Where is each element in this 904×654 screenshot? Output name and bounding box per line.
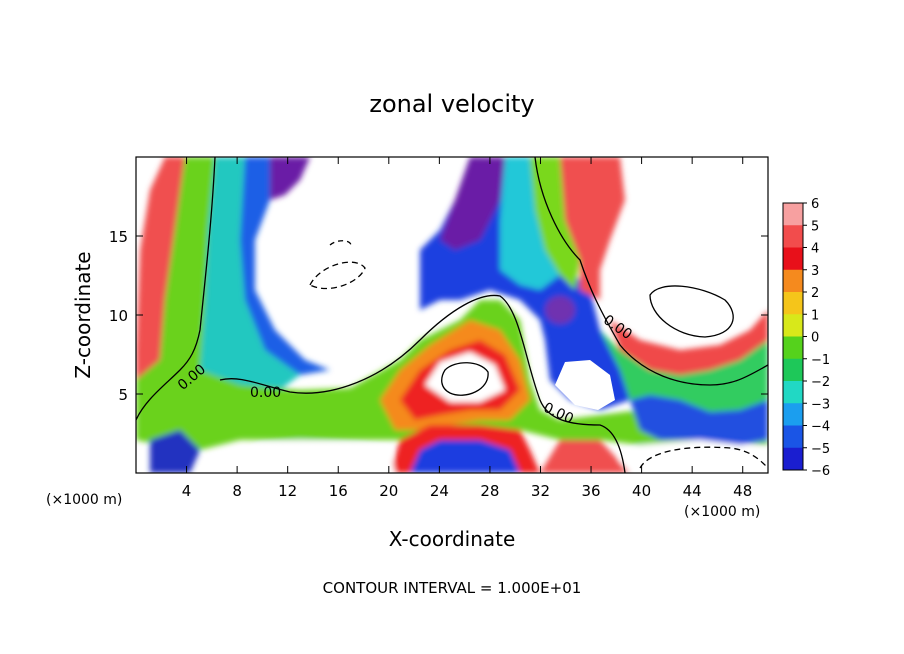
field-band-purple-left-bottom bbox=[150, 430, 200, 473]
x-tick-label: 4 bbox=[182, 482, 192, 500]
colorbar-label: 6 bbox=[811, 197, 819, 212]
field-band-blue-left bbox=[240, 157, 330, 375]
colorbar-swatch bbox=[783, 336, 803, 360]
contour-dashed-b bbox=[329, 240, 352, 249]
x-tick-label: 24 bbox=[430, 482, 449, 500]
x-unit-note: (×1000 m) bbox=[46, 492, 122, 508]
x-axis: 4 8 12 16 20 24 28 32 36 40 44 48 bbox=[182, 157, 752, 500]
x-tick-label: 44 bbox=[683, 482, 702, 500]
colorbar-label: 2 bbox=[811, 286, 819, 301]
colorbar-label: 1 bbox=[811, 308, 819, 323]
field-band-cyan-center bbox=[500, 157, 560, 290]
colorbar-swatch bbox=[783, 447, 803, 471]
colorbar-swatch bbox=[783, 203, 803, 226]
x-tick-label: 48 bbox=[733, 482, 752, 500]
colorbar-label: 3 bbox=[811, 264, 819, 279]
colorbar-swatch bbox=[783, 425, 803, 449]
colorbar-label: 0 bbox=[811, 331, 819, 346]
colorbar-label: −4 bbox=[811, 420, 830, 435]
x-axis-label: X-coordinate bbox=[389, 527, 516, 551]
x-tick-label: 20 bbox=[379, 482, 398, 500]
contour-zero-left bbox=[136, 157, 216, 421]
colorbar-swatch bbox=[783, 247, 803, 271]
field-band-red-right bbox=[560, 157, 625, 300]
contour-dashed-bottom bbox=[639, 446, 768, 469]
contour-dashed-a bbox=[309, 261, 366, 290]
contour-closed-right bbox=[649, 285, 734, 338]
field-band-red-right-low bbox=[610, 310, 768, 375]
colorbar-swatch bbox=[783, 292, 803, 315]
field-band-green-right bbox=[600, 330, 768, 412]
colorbar: 6 5 4 3 2 1 0 −1 −2 −3 −4 −5 −6 bbox=[782, 197, 830, 479]
y-tick-label: 15 bbox=[109, 228, 128, 246]
field-band-red-left bbox=[136, 157, 185, 430]
colorbar-label: 5 bbox=[811, 219, 819, 234]
x-unit-note-right: (×1000 m) bbox=[684, 504, 760, 520]
contour-interval-note: CONTOUR INTERVAL = 1.000E+01 bbox=[323, 579, 582, 597]
contour-zero-low bbox=[219, 294, 626, 473]
x-tick-label: 28 bbox=[480, 482, 499, 500]
field-band-cyan-left bbox=[200, 157, 300, 390]
colorbar-label: −5 bbox=[811, 442, 830, 457]
contour-label: 0.00 bbox=[250, 385, 281, 401]
colorbar-swatch bbox=[783, 358, 803, 382]
field-blank-right-low bbox=[555, 360, 615, 410]
field-blank-bottom-left bbox=[240, 440, 395, 473]
contour-zero-right bbox=[534, 157, 768, 386]
colorbar-swatch bbox=[783, 269, 803, 293]
field-arc-red-bottom bbox=[390, 425, 540, 473]
x-tick-label: 36 bbox=[581, 482, 600, 500]
chart-title: zonal velocity bbox=[369, 90, 534, 118]
x-tick-label: 32 bbox=[531, 482, 550, 500]
y-tick-label: 5 bbox=[118, 386, 128, 404]
field-band-purple-top bbox=[270, 157, 310, 200]
colorbar-label: −6 bbox=[811, 464, 830, 479]
y-tick-label: 10 bbox=[109, 307, 128, 325]
field-band-purple-center bbox=[440, 157, 505, 250]
colorbar-label: −2 bbox=[811, 375, 830, 390]
y-axis: 5 10 15 bbox=[109, 228, 768, 404]
colorbar-swatch bbox=[783, 403, 803, 426]
field-blob-purple bbox=[545, 296, 575, 324]
colorbar-swatch bbox=[783, 314, 803, 337]
x-tick-label: 8 bbox=[232, 482, 242, 500]
field-arc-blue-bottom bbox=[410, 440, 520, 473]
colorbar-label: −3 bbox=[811, 397, 830, 412]
colorbar-label: 4 bbox=[811, 242, 819, 257]
contour-closed-mid bbox=[441, 362, 489, 396]
x-tick-label: 16 bbox=[329, 482, 348, 500]
colorbar-swatch bbox=[783, 381, 803, 404]
x-tick-label: 12 bbox=[278, 482, 297, 500]
velocity-field bbox=[136, 157, 768, 473]
field-band-blue-right-low bbox=[630, 395, 768, 445]
field-band-red-bottom-right bbox=[540, 440, 630, 473]
y-axis-label: Z-coordinate bbox=[71, 251, 95, 378]
x-tick-label: 40 bbox=[632, 482, 651, 500]
contour-lines bbox=[136, 157, 768, 473]
colorbar-swatch bbox=[783, 225, 803, 248]
colorbar-label: −1 bbox=[811, 353, 830, 368]
